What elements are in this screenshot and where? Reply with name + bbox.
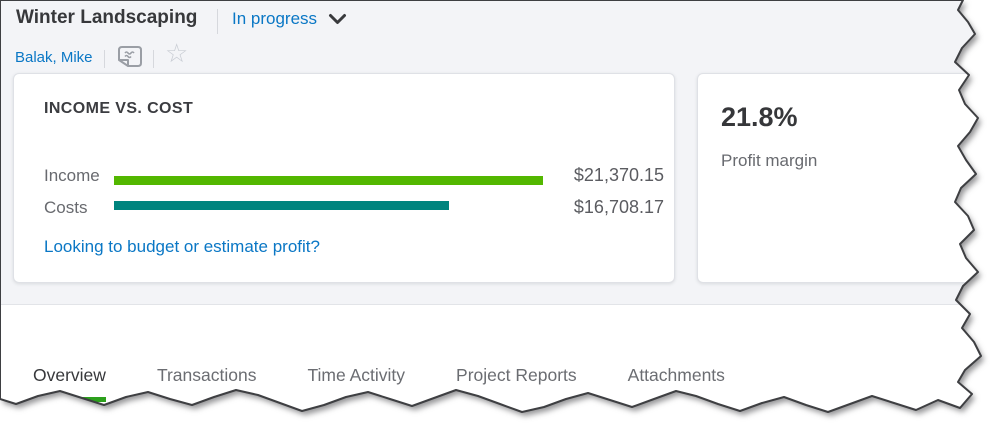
card-title: INCOME VS. COST (44, 100, 194, 117)
income-row-label: Income (44, 166, 100, 185)
tab-attachments[interactable]: Attachments (627, 365, 725, 385)
favorite-button[interactable]: ☆ (165, 40, 188, 66)
toolbar-divider (153, 50, 154, 68)
tab-project-reports[interactable]: Project Reports (456, 365, 577, 385)
profit-margin-label: Profit margin (721, 151, 818, 170)
chevron-down-icon (329, 14, 347, 24)
customer-link[interactable]: Balak, Mike (15, 49, 93, 66)
tab-bar: Overview Transactions Time Activity Project… (33, 365, 725, 402)
profit-margin-value: 21.8% (721, 102, 798, 132)
tabs-section: Overview Transactions Time Activity Project… (0, 305, 981, 412)
profit-margin-card: 21.8% Profit margin (697, 73, 981, 283)
page-title: Winter Landscaping (16, 7, 198, 28)
star-icon: ☆ (165, 38, 189, 68)
toolbar-divider (104, 50, 105, 68)
budget-estimate-link[interactable]: Looking to budget or estimate profit? (44, 237, 320, 256)
income-value: $21,370.15 (573, 165, 664, 185)
status-label: In progress (232, 9, 318, 28)
note-icon (118, 46, 142, 67)
tab-time-activity[interactable]: Time Activity (307, 365, 406, 385)
tab-overview[interactable]: Overview (33, 365, 106, 402)
costs-row-label: Costs (44, 198, 88, 217)
project-status-dropdown[interactable]: In progress (232, 9, 347, 29)
costs-value: $16,708.17 (573, 197, 664, 217)
project-header-area: Winter Landscaping In progress Balak, Mi… (0, 0, 981, 305)
tab-transactions[interactable]: Transactions (156, 365, 257, 385)
notes-button[interactable] (116, 44, 144, 72)
header-divider (217, 9, 218, 34)
income-bar (114, 176, 543, 185)
income-vs-cost-card: INCOME VS. COST Income $21,370.15 Costs … (13, 73, 675, 283)
cost-bar (114, 201, 450, 210)
